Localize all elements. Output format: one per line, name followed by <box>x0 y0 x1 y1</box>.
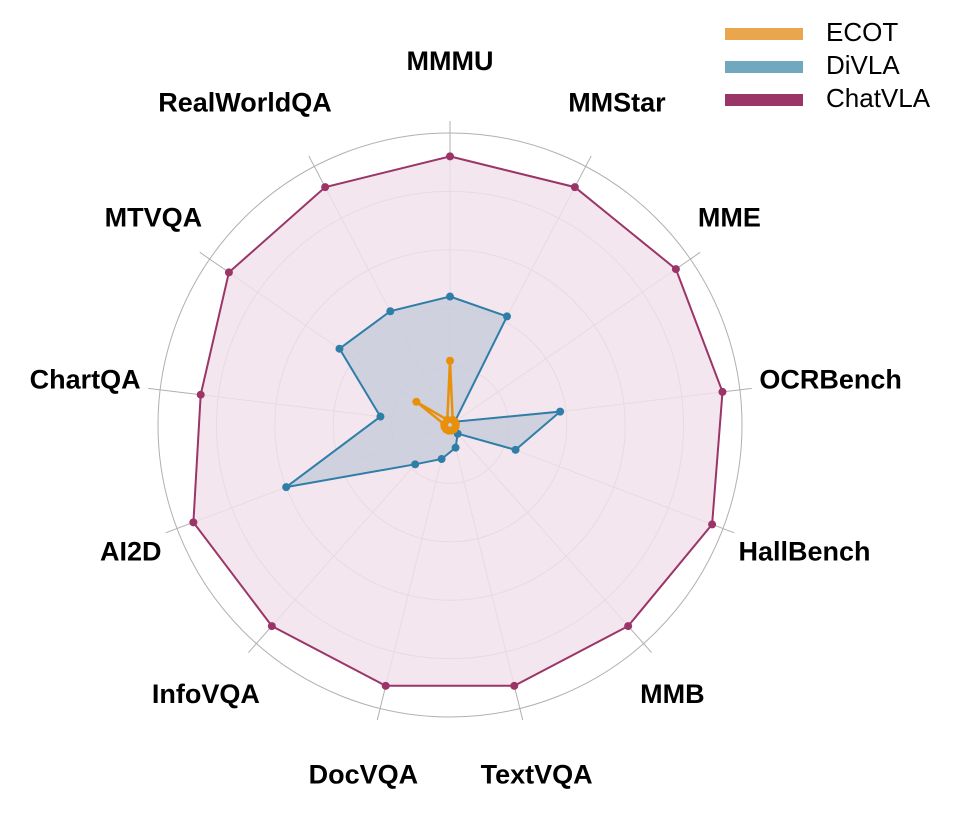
axis-label-ai2d: AI2D <box>100 537 162 567</box>
data-point <box>196 390 205 399</box>
series-layer <box>189 152 727 690</box>
data-point <box>502 312 511 321</box>
data-point <box>224 268 233 277</box>
legend-swatch-ecot <box>725 28 803 40</box>
axis-label-textvqa: TextVQA <box>481 760 593 790</box>
data-point <box>189 518 198 527</box>
axis-label-mme: MME <box>698 203 761 233</box>
axis-label-mmstar: MMStar <box>568 88 666 118</box>
axis-label-chartqa: ChartQA <box>30 365 141 395</box>
data-point <box>335 344 344 353</box>
axis-label-mtvqa: MTVQA <box>105 203 203 233</box>
data-point <box>451 443 460 452</box>
data-point <box>446 152 454 161</box>
axis-label-realworldqa: RealWorldQA <box>158 88 332 118</box>
series-divla <box>282 292 565 492</box>
axis-label-docvqa: DocVQA <box>309 760 419 790</box>
legend-label-chatvla: ChatVLA <box>826 83 931 113</box>
data-point <box>446 356 454 365</box>
data-point <box>511 445 520 454</box>
axis-label-ocrbench: OCRBench <box>759 365 902 395</box>
data-point <box>267 622 276 631</box>
legend-swatch-divla <box>725 61 803 73</box>
data-point <box>376 412 385 421</box>
series-ecot <box>412 356 460 435</box>
data-point <box>446 292 454 301</box>
data-point <box>708 520 717 529</box>
data-point <box>443 415 452 424</box>
data-point <box>386 307 395 316</box>
axis-label-mmb: MMB <box>640 679 704 709</box>
axis-label-hallbench: HallBench <box>739 537 871 567</box>
data-point <box>412 397 421 406</box>
legend-swatch-chatvla <box>725 94 803 106</box>
data-point <box>624 622 633 631</box>
data-point <box>282 483 291 492</box>
data-point <box>671 265 680 274</box>
axis-label-layer: MMMU MMStar MME OCRBench HallBench MMB TextVQA… <box>30 46 902 790</box>
axis-label-infovqa: InfoVQA <box>152 679 260 709</box>
data-point <box>570 183 579 192</box>
data-point <box>718 387 727 396</box>
data-point <box>556 407 565 416</box>
data-point <box>437 455 446 464</box>
axis-label-mmmu: MMMU <box>407 46 494 76</box>
data-point <box>381 681 390 690</box>
data-point <box>411 460 420 469</box>
legend-label-divla: DiVLA <box>826 50 900 80</box>
data-point <box>510 681 519 690</box>
series-area <box>285 295 564 489</box>
legend-label-ecot: ECOT <box>826 17 898 47</box>
data-point <box>321 183 330 192</box>
